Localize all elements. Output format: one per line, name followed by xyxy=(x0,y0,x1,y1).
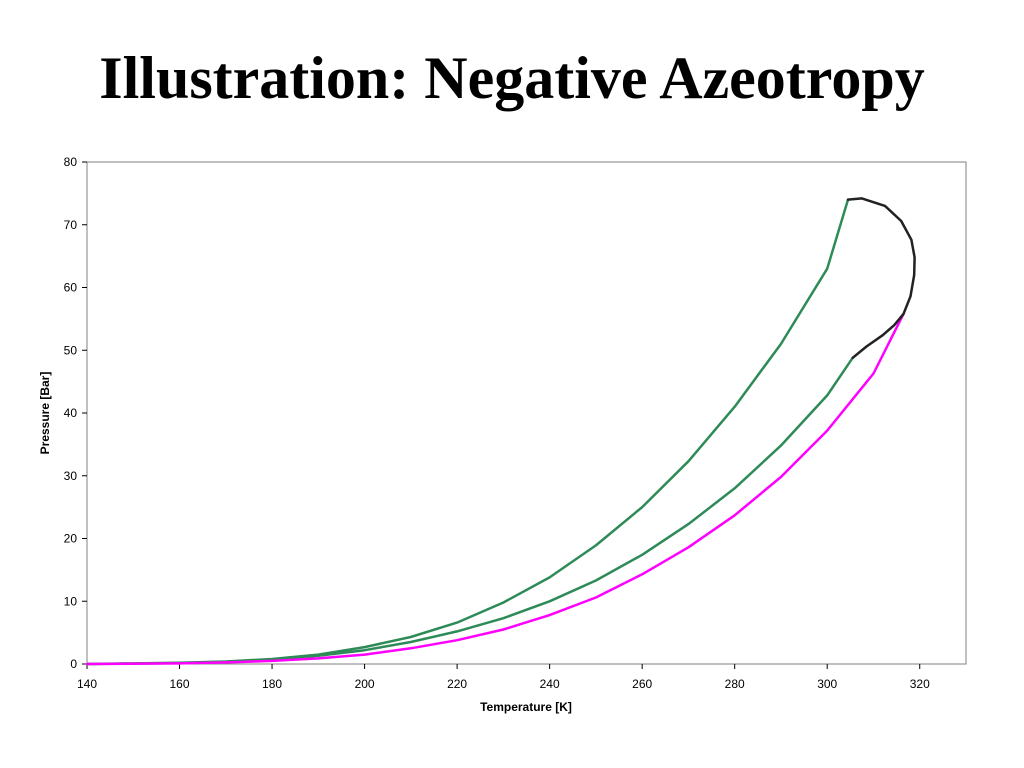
y-tick-label: 30 xyxy=(64,469,78,483)
x-tick-label: 320 xyxy=(910,677,930,691)
y-tick-label: 60 xyxy=(64,281,78,295)
plot-area xyxy=(86,161,967,665)
slide-title: Illustration: Negative Azeotropy xyxy=(99,45,925,111)
series-line-3 xyxy=(85,312,905,666)
y-tick-label: 80 xyxy=(64,155,78,169)
y-tick-label: 50 xyxy=(64,343,78,357)
x-tick-label: 140 xyxy=(77,677,97,691)
series-line-4 xyxy=(846,197,916,360)
x-tick-label: 280 xyxy=(725,677,745,691)
x-tick-label: 240 xyxy=(540,677,560,691)
y-tick-label: 20 xyxy=(64,532,78,546)
x-tick-label: 220 xyxy=(447,677,467,691)
x-axis: 140 160 180 200 220 240 260 280 300 320 xyxy=(77,664,930,691)
y-tick-label: 0 xyxy=(70,657,77,671)
x-tick-label: 180 xyxy=(262,677,282,691)
x-tick-label: 260 xyxy=(632,677,652,691)
series-lines xyxy=(85,197,916,666)
x-axis-title: Temperature [K] xyxy=(480,700,572,714)
y-tick-label: 10 xyxy=(64,594,78,608)
x-tick-label: 160 xyxy=(170,677,190,691)
y-axis-title: Pressure [Bar] xyxy=(38,372,52,455)
x-tick-label: 300 xyxy=(817,677,837,691)
y-tick-label: 40 xyxy=(64,406,78,420)
y-tick-label: 70 xyxy=(64,218,78,232)
x-tick-label: 200 xyxy=(355,677,375,691)
y-axis: 0 10 20 30 40 50 60 70 80 xyxy=(64,155,87,671)
